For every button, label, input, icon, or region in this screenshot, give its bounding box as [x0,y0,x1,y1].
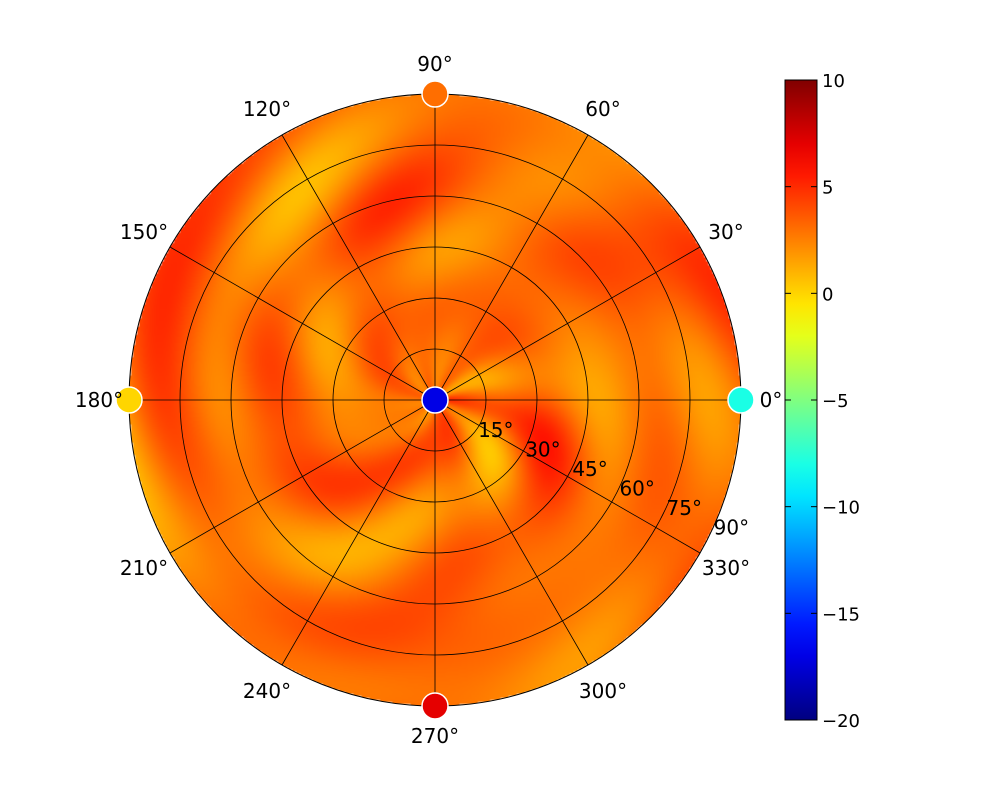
colorbar-tick-label: 10 [822,71,845,92]
radial-tick-label: 90° [714,516,749,540]
angular-grid-line [434,246,701,401]
angle-tick-label: 180° [75,388,123,412]
colorbar-tick-label: 0 [822,284,833,305]
angle-tick-label: 330° [702,556,750,580]
radial-labels: 15° 30° 45° 60° 75° 90° [478,418,749,540]
angle-tick-label: 30° [708,220,743,244]
angle-tick-label: 90° [417,52,452,76]
angle-tick-label: 120° [243,97,291,121]
angle-tick-label: 300° [579,679,627,703]
data-marker [421,386,449,414]
angle-tick-label: 60° [585,97,620,121]
radial-tick-label: 15° [478,418,513,442]
colorbar-tick-label: −15 [822,604,860,625]
colorbar-ticks: 10 5 0 −5 −10 −15 −20 [785,71,860,732]
data-marker [727,386,755,414]
angle-tick-label: 240° [243,679,291,703]
colorbar-tick-label: −20 [822,711,860,732]
angle-tick-label: 0° [760,388,783,412]
angle-tick-label: 150° [120,220,168,244]
radial-tick-label: 45° [572,457,607,481]
colorbar: 10 5 0 −5 −10 −15 −20 [784,71,860,732]
data-marker [421,80,449,108]
colorbar-tick-label: 5 [822,178,833,199]
colorbar-tick-label: −5 [822,391,849,412]
angular-grid-line [281,399,436,666]
radial-tick-label: 60° [619,477,654,501]
angular-grid-line [169,246,436,401]
radial-tick-label: 30° [525,438,560,462]
angle-labels: 0° 30° 60° 90° 120° 150° 180° 210° 240° 270° 300° 3… [75,52,782,748]
data-marker [115,386,143,414]
angle-tick-label: 270° [411,724,459,748]
angle-tick-label: 210° [120,556,168,580]
data-marker [421,692,449,720]
angular-grid-line [434,399,701,554]
colorbar-tick-label: −10 [822,498,860,519]
angular-grid-line [434,134,589,401]
angular-grid-line [169,399,436,554]
angular-grid-line [281,134,436,401]
radial-tick-label: 75° [667,496,702,520]
marker-layer [115,80,755,720]
angular-grid-line [434,399,589,666]
